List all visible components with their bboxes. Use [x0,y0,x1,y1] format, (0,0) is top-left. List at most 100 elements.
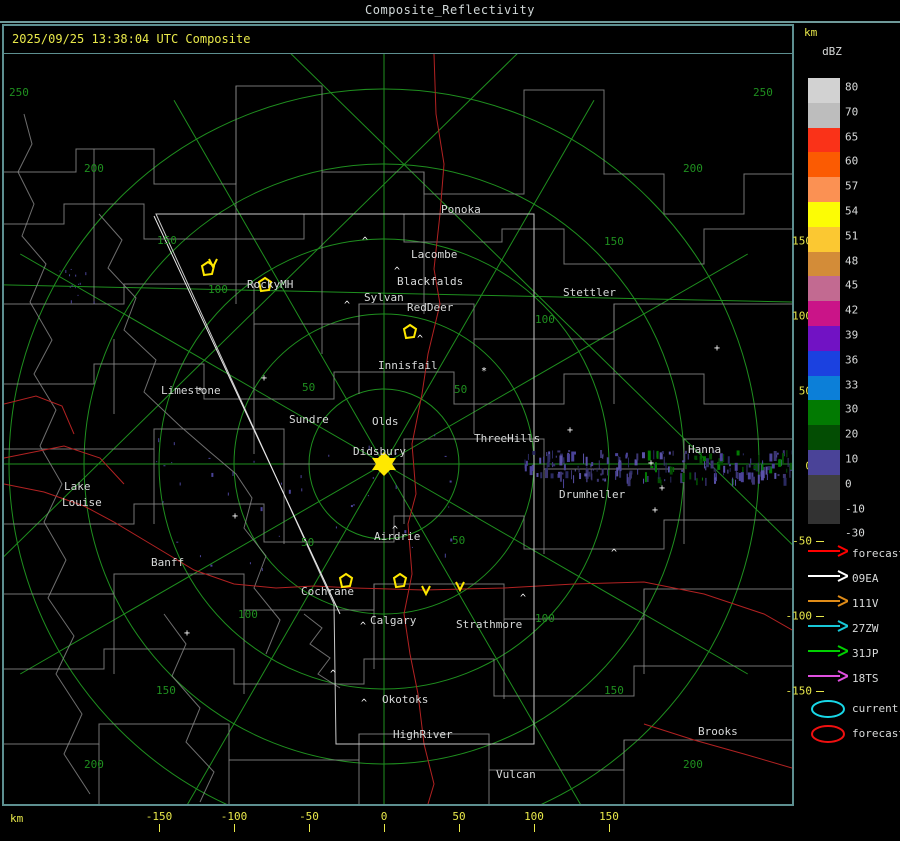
x-axis-tick-label: 50 [452,810,466,823]
colorbar-tick-label: 60 [845,154,859,168]
x-axis-tick [234,824,235,832]
colorbar-swatch[interactable] [808,226,840,252]
legend-arrow-label: 111V [852,597,879,610]
range-ring-label: 50 [301,536,315,549]
colorbar-tick-label: 20 [845,427,859,441]
city-label: Vulcan [496,768,536,781]
range-ring-label: 50 [454,383,468,396]
colorbar-swatch[interactable] [808,350,840,376]
colorbar-swatch[interactable] [808,301,840,326]
colorbar-tick-label: 42 [845,303,859,317]
city-label: Stettler [563,286,616,299]
colorbar-swatch[interactable] [808,375,840,401]
range-ring-label: 250 [753,86,773,99]
range-ring-label: 50 [302,381,316,394]
storm-ellipse-icon [811,700,845,718]
arrow-icon [808,620,848,632]
legend-arrow-row: forecast [808,544,900,564]
city-label: Sylvan [364,291,404,304]
colorbar-swatch[interactable] [808,127,840,153]
legend-ellipse-row: current [808,699,900,719]
city-label: Calgary [370,614,417,627]
colorbar-tick-label: 30 [845,402,859,416]
colorbar-swatch[interactable] [808,474,840,500]
x-axis-tick [459,824,460,832]
city-label: RedDeer [407,301,454,314]
city-label: Lacombe [411,248,458,261]
arrow-icon [808,645,848,657]
colorbar-swatch[interactable] [808,449,840,475]
radar-image-canvas[interactable]: ^ ^ ^ ^ * + * + + + + ^ ^ ^ ^ + ^ + + ^ Ponoka Lacombe Blackfa… [4,54,792,804]
colorbar-swatch[interactable] [808,78,840,103]
y-axis-tick-label: -50 [792,534,812,548]
map-point-marker: ^ [330,669,337,680]
map-point-marker: + [232,511,239,522]
colorbar-swatch[interactable] [808,276,840,302]
colorbar-tick-label: 54 [845,204,859,218]
window-titlebar: Composite_Reflectivity [0,0,900,23]
y-axis-tick-label: 100 [792,309,812,323]
colorbar-swatch[interactable] [808,325,840,351]
map-point-marker: + [184,628,191,639]
x-axis-unit: km [10,812,24,825]
radar-plot-inner: 2025/09/25 13:38:04 UTC Composite ^ ^ ^ ^ * +… [4,26,792,804]
map-point-marker: ^ [520,593,527,604]
city-label: Ponoka [441,203,481,216]
legend-arrow-row: 111V [808,594,900,614]
legend-arrow-row: 09EA [808,569,900,589]
radar-plot-frame[interactable]: 2025/09/25 13:38:04 UTC Composite ^ ^ ^ ^ * +… [2,24,794,806]
city-label: Okotoks [382,693,429,706]
colorbar-swatch[interactable] [808,152,840,178]
y-axis-tick-label: -150 [785,684,813,698]
colorbar-title: dBZ [822,45,842,58]
city-label: Brooks [698,725,738,738]
y-axis-unit: km [804,26,818,39]
x-axis-tick [309,824,310,832]
window-title: Composite_Reflectivity [365,3,535,17]
x-axis-tick-label: 150 [599,810,619,823]
colorbar-tick-label: 45 [845,278,859,292]
legend-arrow-label: 31JP [852,647,879,660]
x-axis-tick-label: 0 [380,810,388,823]
colorbar-swatch[interactable] [808,499,840,525]
colorbar-swatch[interactable] [808,102,840,128]
colorbar-swatch[interactable] [808,400,840,426]
colorbar[interactable] [808,78,840,525]
map-point-marker: ^ [417,334,424,345]
legend-arrow-label: 18TS [852,672,879,685]
y-axis-tick-label: -100 [785,609,813,623]
range-ring-label: 150 [604,235,624,248]
range-ring-label: 100 [208,283,228,296]
range-ring-label: 50 [452,534,466,547]
y-axis-tick [816,616,824,617]
range-ring-label: 200 [683,758,703,771]
map-point-marker: * [481,366,488,377]
range-ring-label: 200 [683,162,703,175]
timestamp-bar: 2025/09/25 13:38:04 UTC Composite [4,26,792,54]
colorbar-swatch[interactable] [808,201,840,227]
storm-ellipse-icon [811,725,845,743]
y-axis-tick-label: 150 [792,234,812,248]
x-axis: km -150 -100 -50 0 50 100 150 [2,806,794,841]
arrow-icon [808,670,848,682]
city-label: Strathmore [456,618,523,631]
x-axis-tick-label: -50 [299,810,319,823]
map-point-marker: ^ [362,236,369,247]
city-label: Hanna [688,443,722,456]
city-label: RockyMH [247,278,294,291]
legend-arrow-label: 09EA [852,572,879,585]
colorbar-tick-label: -30 [845,526,865,540]
arrow-icon [808,545,848,557]
colorbar-swatch[interactable] [808,251,840,277]
map-point-marker: + [714,343,721,354]
colorbar-swatch[interactable] [808,177,840,202]
map-point-marker: ^ [611,548,618,559]
range-ring-label: 200 [84,162,104,175]
legend-arrow-row: 27ZW [808,619,900,639]
colorbar-swatch[interactable] [808,425,840,450]
x-axis-tick [384,824,385,832]
colorbar-tick-label: 51 [845,229,859,243]
map-point-marker: + [567,425,574,436]
arrow-icon [808,570,848,582]
